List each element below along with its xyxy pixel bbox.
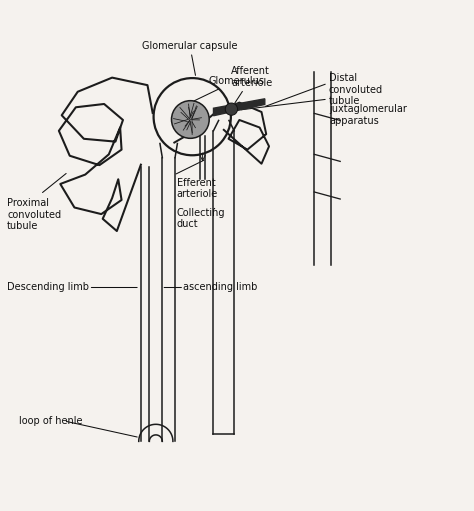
Text: juxtaglomerular
apparatus: juxtaglomerular apparatus — [329, 104, 407, 126]
Text: loop of henle: loop of henle — [19, 416, 83, 426]
Text: Glomerular capsule: Glomerular capsule — [142, 41, 237, 75]
Text: Proximal
convoluted
tubule: Proximal convoluted tubule — [7, 198, 61, 231]
Text: Afferent
arteriole: Afferent arteriole — [231, 66, 273, 103]
Text: Collecting
duct: Collecting duct — [177, 207, 225, 229]
Polygon shape — [213, 99, 265, 115]
Circle shape — [172, 101, 209, 138]
Text: Glomerulus: Glomerulus — [187, 76, 264, 104]
Text: Distal
convoluted
tubule: Distal convoluted tubule — [329, 73, 383, 106]
Text: Efferent
arteriole: Efferent arteriole — [177, 178, 218, 199]
Circle shape — [225, 103, 237, 115]
Text: ascending limb: ascending limb — [183, 283, 257, 292]
Text: Descending limb: Descending limb — [7, 283, 89, 292]
